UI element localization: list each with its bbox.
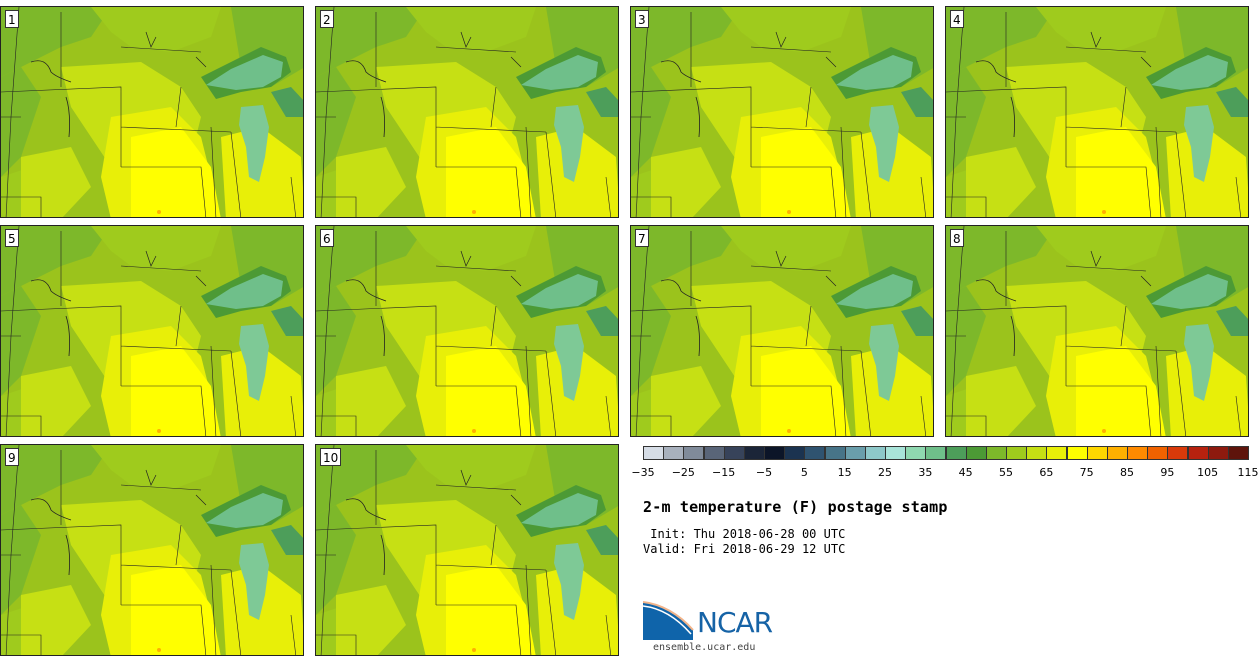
colorbar-swatch xyxy=(1127,446,1149,460)
website-url: ensemble.ucar.edu xyxy=(653,642,756,653)
temperature-map xyxy=(946,226,1248,436)
colorbar-tick: 35 xyxy=(918,466,933,479)
member-panel: 10 xyxy=(315,444,619,656)
member-number-label: 10 xyxy=(320,448,342,466)
colorbar-tick: 115 xyxy=(1237,466,1259,479)
temperature-map xyxy=(316,7,618,217)
member-panel: 5 xyxy=(0,225,304,437)
member-panel: 7 xyxy=(630,225,934,437)
colorbar-tick: 105 xyxy=(1197,466,1219,479)
colorbar-tick: −25 xyxy=(671,466,695,479)
colorbar-swatch xyxy=(1026,446,1048,460)
temperature-map xyxy=(631,226,933,436)
colorbar-tick: −35 xyxy=(631,466,655,479)
colorbar-tick: −15 xyxy=(712,466,736,479)
colorbar-swatch xyxy=(844,446,866,460)
colorbar-tick: 5 xyxy=(800,466,808,479)
init-time: Init: Thu 2018-06-28 00 UTC xyxy=(643,527,846,541)
colorbar-tick-labels: −35 −25 −15 −5 5 15 25 35 45 55 65 75 85 95 105 115 xyxy=(631,466,1258,482)
temperature-map xyxy=(1,226,303,436)
figure-title: 2-m temperature (F) postage stamp xyxy=(643,498,948,516)
member-number-label: 2 xyxy=(320,10,334,28)
temperature-colorbar xyxy=(643,446,1249,462)
member-panel: 2 xyxy=(315,6,619,218)
member-number-label: 3 xyxy=(635,10,649,28)
colorbar-swatch xyxy=(945,446,967,460)
member-panel: 1 xyxy=(0,6,304,218)
member-number-label: 4 xyxy=(950,10,964,28)
member-number-label: 1 xyxy=(5,10,19,28)
colorbar-tick: 45 xyxy=(958,466,973,479)
member-number-label: 9 xyxy=(5,448,19,466)
colorbar-swatch xyxy=(1167,446,1189,460)
ncar-logo-text: NCAR xyxy=(697,606,773,639)
colorbar-swatch xyxy=(1106,446,1128,460)
member-number-label: 5 xyxy=(5,229,19,247)
colorbar-swatch xyxy=(723,446,745,460)
member-panel: 9 xyxy=(0,444,304,656)
colorbar-swatch xyxy=(643,446,665,460)
colorbar-swatch xyxy=(743,446,765,460)
member-number-label: 6 xyxy=(320,229,334,247)
temperature-map xyxy=(316,445,618,655)
member-panel: 6 xyxy=(315,225,619,437)
colorbar-tick: 15 xyxy=(837,466,852,479)
colorbar-tick: 25 xyxy=(878,466,892,479)
member-number-label: 8 xyxy=(950,229,964,247)
colorbar-swatch xyxy=(1187,446,1209,460)
colorbar-swatch xyxy=(985,446,1007,460)
member-number-label: 7 xyxy=(635,229,649,247)
temperature-map xyxy=(1,7,303,217)
member-panel: 8 xyxy=(945,225,1249,437)
colorbar-swatch xyxy=(864,446,886,460)
colorbar-swatch xyxy=(784,446,806,460)
colorbar-swatch xyxy=(703,446,725,460)
colorbar-swatch xyxy=(1147,446,1169,460)
colorbar-swatch xyxy=(683,446,705,460)
valid-time: Valid: Fri 2018-06-29 12 UTC xyxy=(643,542,846,556)
colorbar-tick: 55 xyxy=(999,466,1013,479)
colorbar-swatch xyxy=(1066,446,1088,460)
colorbar-tick: 65 xyxy=(1039,466,1054,479)
ncar-swoosh-icon xyxy=(642,601,694,640)
colorbar-swatch xyxy=(1046,446,1068,460)
colorbar-tick: 95 xyxy=(1160,466,1175,479)
colorbar-swatch xyxy=(925,446,947,460)
colorbar-swatch xyxy=(1207,446,1229,460)
temperature-map xyxy=(946,7,1248,217)
temperature-map xyxy=(1,445,303,655)
colorbar-tick: 85 xyxy=(1120,466,1134,479)
member-panel: 4 xyxy=(945,6,1249,218)
temperature-map xyxy=(316,226,618,436)
colorbar-swatch xyxy=(965,446,987,460)
ncar-logo: NCAR xyxy=(642,600,793,644)
colorbar-swatch xyxy=(905,446,927,460)
colorbar-swatch xyxy=(824,446,846,460)
colorbar-swatch xyxy=(1227,446,1249,460)
colorbar-swatch xyxy=(1086,446,1108,460)
colorbar-tick: 75 xyxy=(1079,466,1094,479)
colorbar-swatch xyxy=(1006,446,1028,460)
temperature-map xyxy=(631,7,933,217)
colorbar-swatch xyxy=(663,446,685,460)
colorbar-swatch xyxy=(885,446,907,460)
colorbar-tick: −5 xyxy=(755,466,773,479)
member-panel: 3 xyxy=(630,6,934,218)
colorbar-swatch xyxy=(804,446,826,460)
colorbar-swatch xyxy=(764,446,786,460)
